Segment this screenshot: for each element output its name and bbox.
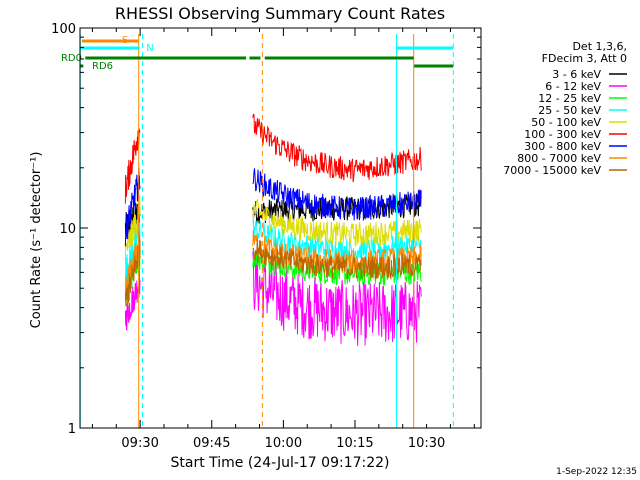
- flag-label-s: S: [122, 35, 128, 46]
- timestamp: 1-Sep-2022 12:35: [556, 467, 637, 477]
- legend-label: 50 - 100 keV: [531, 116, 601, 129]
- legend-label: 6 - 12 keV: [545, 80, 601, 93]
- series-layer: [124, 113, 422, 346]
- legend-label: 3 - 6 keV: [552, 68, 601, 81]
- x-tick-label: 10:30: [408, 436, 445, 451]
- legend-label: 7000 - 15000 keV: [503, 164, 601, 177]
- flag-label-rd6: RD6: [92, 61, 113, 72]
- flags-layer: S N RD0 RD6: [61, 35, 454, 72]
- series-line-7: [124, 167, 422, 247]
- y-tick-label: 10: [59, 222, 76, 237]
- flag-label-rd0: RD0: [61, 53, 82, 64]
- x-tick-label: 10:00: [265, 436, 302, 451]
- x-tick-label: 09:30: [121, 436, 158, 451]
- legend-header-line: Det 1,3,6,: [572, 40, 627, 53]
- series-line-5: [124, 195, 422, 265]
- legend-label: 25 - 50 keV: [538, 104, 601, 117]
- legend-label: 300 - 800 keV: [524, 140, 601, 153]
- y-tick-label: 100: [51, 22, 76, 37]
- legend-label: 100 - 300 keV: [524, 128, 601, 141]
- y-axis-label: Count Rate (s⁻¹ detector⁻¹): [29, 152, 44, 329]
- legend-header-line: FDecim 3, Att 0: [542, 52, 627, 65]
- series-line-9: [125, 234, 422, 308]
- legend-label: 800 - 7000 keV: [517, 152, 601, 165]
- legend-label: 12 - 25 keV: [538, 92, 601, 105]
- flag-label-n: N: [146, 43, 153, 54]
- y-tick-label: 1: [68, 422, 76, 437]
- x-axis-label: Start Time (24-Jul-17 09:17:22): [170, 455, 389, 471]
- x-tick-label: 10:15: [336, 436, 373, 451]
- chart-title: RHESSI Observing Summary Count Rates: [115, 4, 445, 23]
- x-tick-label: 09:45: [193, 436, 230, 451]
- series-line-6: [124, 113, 422, 204]
- axis-layer: 1 10 100 09:30 09:45 10:00 10:15 10:30: [51, 22, 481, 451]
